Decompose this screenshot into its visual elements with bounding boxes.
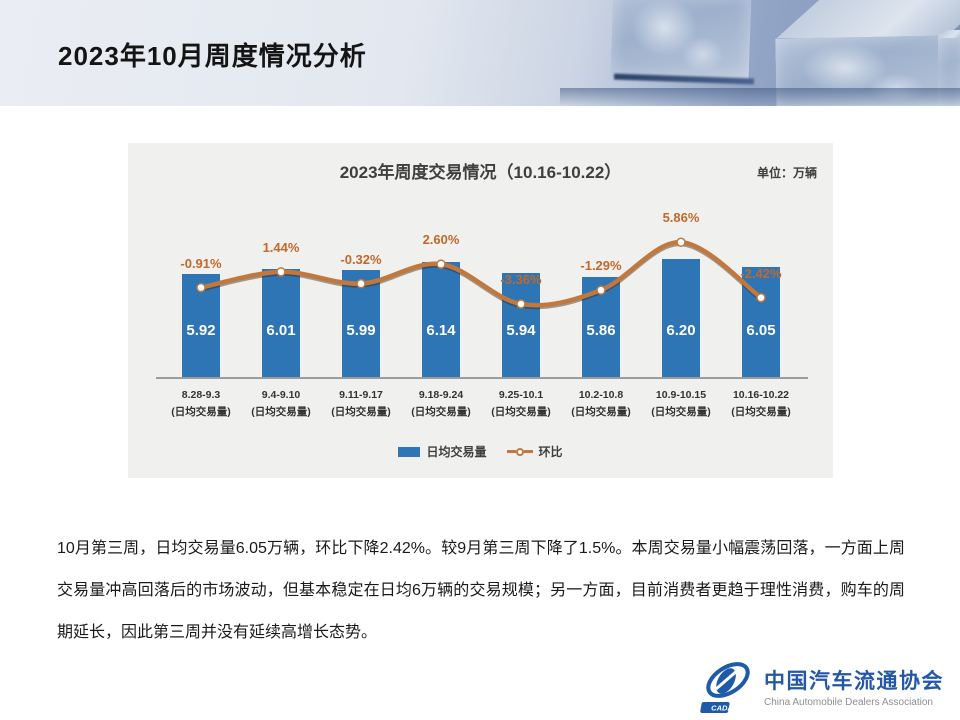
line-marker [676,237,686,247]
legend-item-line: 环比 [506,443,563,460]
bar-value-label: 6.14 [426,321,456,339]
x-axis-tick-label: 10.9-10.15 (日均交易量) [651,389,711,418]
pct-change-label: 2.60% [422,232,460,248]
legend-bar-label: 日均交易量 [426,445,487,459]
bar-value-label: 6.01 [266,321,296,339]
bar-value-label: 6.05 [746,321,776,339]
x-axis-tick-label: 8.28-9.3 (日均交易量) [171,389,231,418]
x-axis-tick-label: 9.25-10.1 (日均交易量) [491,389,551,418]
x-axis-tick-label: 9.18-9.24 (日均交易量) [411,389,471,418]
bar-value-label: 5.86 [586,321,616,339]
bar: 5.94 [502,272,540,377]
organization-name-en: China Automobile Dealers Association [764,696,933,708]
legend-item-bar: 日均交易量 [398,443,487,460]
bar: 6.01 [262,269,300,377]
pct-change-label: -0.32% [340,251,382,267]
organization-name-cn: 中国汽车流通协会 [764,668,944,693]
bar: 6.05 [742,267,780,377]
bar-value-label: 5.99 [346,321,376,339]
bar: 5.86 [582,277,620,377]
banner-shadow [560,88,960,106]
x-axis-tick-label: 10.16-10.22 (日均交易量) [731,389,791,418]
bar-value-label: 5.92 [186,321,216,339]
page-title: 2023年10月周度情况分析 [58,41,367,71]
bar: 6.14 [422,262,460,377]
x-axis-tick-label: 9.4-9.10 (日均交易量) [251,389,311,418]
chart-title: 2023年周度交易情况（10.16-10.22） [339,163,622,182]
analysis-paragraph: 10月第三周，日均交易量6.05万辆，环比下降2.42%。较9月第三周下降了1.… [57,540,905,641]
pct-change-label: 1.44% [262,239,300,255]
svg-text:CADA: CADA [711,704,733,713]
x-axis-tick-label: 9.11-9.17 (日均交易量) [331,389,391,418]
chart-legend: 日均交易量 环比 [128,443,833,460]
chart-unit-label: 单位：万辆 [756,166,817,180]
banner: 2023年10月周度情况分析 [0,0,960,106]
bar-value-label: 5.94 [506,321,536,339]
legend-bar-swatch-icon [398,446,421,457]
bar: 6.20 [662,258,700,377]
bar-value-label: 6.20 [666,321,696,339]
world-map-texture [610,0,752,81]
line-series [196,237,766,310]
cada-logo-icon: CADA [700,662,750,713]
pct-change-label: -0.91% [180,255,222,271]
pct-change-label: 5.86% [662,210,700,226]
pct-change-label: -3.36% [500,272,542,287]
chart-card: 2023年周度交易情况（10.16-10.22） 单位：万辆 5.92 -0.91… [128,143,833,478]
x-axis-tick-label: 10.2-10.8 (日均交易量) [571,389,631,418]
pct-change-label: -2.42% [740,265,782,281]
organization-logo: CADA 中国汽车流通协会 China Automobile Dealers A… [698,656,948,716]
legend-line-swatch-icon [506,447,533,456]
x-axis-line [156,377,808,379]
legend-line-label: 环比 [538,445,563,459]
bar: 5.99 [342,270,380,377]
pct-change-label: -1.29% [580,258,622,274]
chart-plot-area: 5.92 -0.91% 8.28-9.3 (日均交易量) 6.01 1.44% 9.4-9.… [128,143,833,478]
bar: 5.92 [182,273,220,377]
